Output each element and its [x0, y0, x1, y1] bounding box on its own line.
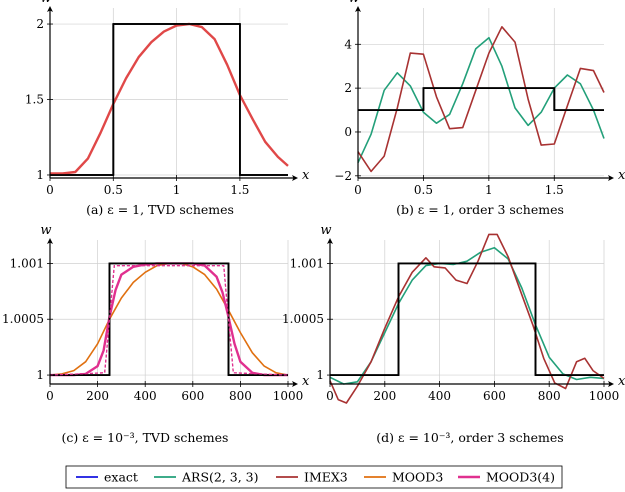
x-tick-label-c-1: 200 — [86, 389, 109, 403]
y-axis-arrow-a — [47, 6, 53, 12]
x-tick-label-d-3: 600 — [483, 389, 506, 403]
series-exact-overlay-d — [330, 262, 604, 377]
x-tick-label-b-1: 0.5 — [414, 183, 433, 197]
y-axis-label-d: w — [320, 223, 331, 238]
x-tick-label-b-3: 1.5 — [545, 183, 564, 197]
caption-panel-b: (b) ε = 1, order 3 schemes — [396, 202, 564, 217]
series-ars-b — [357, 36, 605, 164]
y-axis-arrow-d — [327, 238, 333, 244]
x-axis-arrow-b — [608, 175, 614, 181]
x-tick-label-a-2: 1 — [173, 183, 181, 197]
y-tick-label-d-0: 1 — [316, 368, 324, 382]
x-tick-label-c-2: 400 — [134, 389, 157, 403]
legend-label-imex: IMEX3 — [304, 470, 348, 485]
legend-label-exact: exact — [104, 470, 138, 485]
chart-panel-b: 00.511.5−2024xw — [334, 0, 625, 197]
series-exact-overlay-c — [50, 262, 288, 377]
x-tick-label-b-2: 1 — [485, 183, 493, 197]
y-tick-label-b-3: 4 — [344, 37, 352, 51]
caption-panel-a: (a) ε = 1, TVD schemes — [86, 202, 234, 217]
y-tick-label-b-1: 0 — [344, 125, 352, 139]
series-exact-overlay-b — [358, 87, 604, 111]
y-tick-label-a-1: 1.5 — [25, 93, 44, 107]
x-axis-label-a: x — [302, 168, 310, 183]
x-axis-label-b: x — [618, 168, 625, 183]
y-tick-label-d-2: 1.001 — [290, 256, 324, 270]
chart-panel-a: 0 0.5 1 1.5 1 1.5 2 x w — [25, 0, 310, 197]
chart-panel-d: 0 200 400 600 800 1000 1 1.0005 1.001 x w — [282, 223, 625, 404]
series-exact_dashed-c — [49, 265, 289, 376]
series-imex-d — [329, 233, 605, 404]
y-axis-label-b: w — [348, 0, 359, 6]
x-tick-label-a-3: 1.5 — [230, 183, 249, 197]
x-tick-label-d-0: 0 — [326, 389, 334, 403]
y-axis-arrow-c — [47, 238, 53, 244]
y-tick-label-b-0: −2 — [334, 169, 352, 183]
x-tick-label-c-3: 600 — [181, 389, 204, 403]
x-tick-label-c-5: 1000 — [273, 389, 304, 403]
series-dashed-overlay-c — [49, 265, 289, 376]
caption-panel-c: (c) ε = 10⁻³, TVD schemes — [62, 430, 229, 445]
series-ars-d — [329, 247, 605, 385]
y-tick-label-c-1: 1.0005 — [2, 312, 44, 326]
series-mood34-a — [50, 22, 289, 175]
x-tick-label-d-1: 200 — [373, 389, 396, 403]
x-tick-label-d-2: 400 — [428, 389, 451, 403]
x-axis-label-d: x — [618, 374, 625, 389]
y-tick-label-a-2: 2 — [36, 17, 44, 31]
series-imex-b — [357, 25, 605, 173]
x-axis-arrow-c — [292, 381, 298, 387]
series-exact-overlay-a — [50, 23, 288, 176]
x-tick-label-a-0: 0 — [46, 183, 54, 197]
x-tick-label-b-0: 0 — [354, 183, 362, 197]
x-axis-arrow-d — [608, 381, 614, 387]
caption-panel-d: (d) ε = 10⁻³, order 3 schemes — [376, 430, 563, 445]
y-tick-label-c-2: 1.001 — [10, 256, 44, 270]
x-tick-label-a-1: 0.5 — [104, 183, 123, 197]
x-tick-label-c-4: 800 — [229, 389, 252, 403]
legend-frame — [65, 465, 563, 489]
y-tick-label-c-0: 1 — [36, 368, 44, 382]
x-tick-label-c-0: 0 — [46, 389, 54, 403]
legend-label-mood3: MOOD3 — [392, 470, 443, 485]
y-axis-label-a: w — [40, 0, 51, 6]
y-axis-arrow-b — [355, 6, 361, 12]
legend-label-mood34: MOOD3(4) — [486, 470, 555, 485]
legend: exact ARS(2, 3, 3) IMEX3 MOOD3 MOOD3(4) — [65, 465, 563, 489]
x-axis-label-c: x — [302, 374, 310, 389]
y-tick-label-d-1: 1.0005 — [282, 312, 324, 326]
x-tick-label-d-4: 800 — [538, 389, 561, 403]
legend-label-ars: ARS(2, 3, 3) — [181, 470, 259, 485]
y-axis-label-c: w — [40, 223, 51, 238]
chart-panel-c: 0 200 400 600 800 1000 1 1.0005 1.001 x w — [2, 223, 310, 403]
y-tick-label-b-2: 2 — [344, 81, 352, 95]
y-tick-label-a-0: 1 — [36, 168, 44, 182]
x-tick-label-d-5: 1000 — [589, 389, 620, 403]
x-axis-arrow-a — [292, 175, 298, 181]
